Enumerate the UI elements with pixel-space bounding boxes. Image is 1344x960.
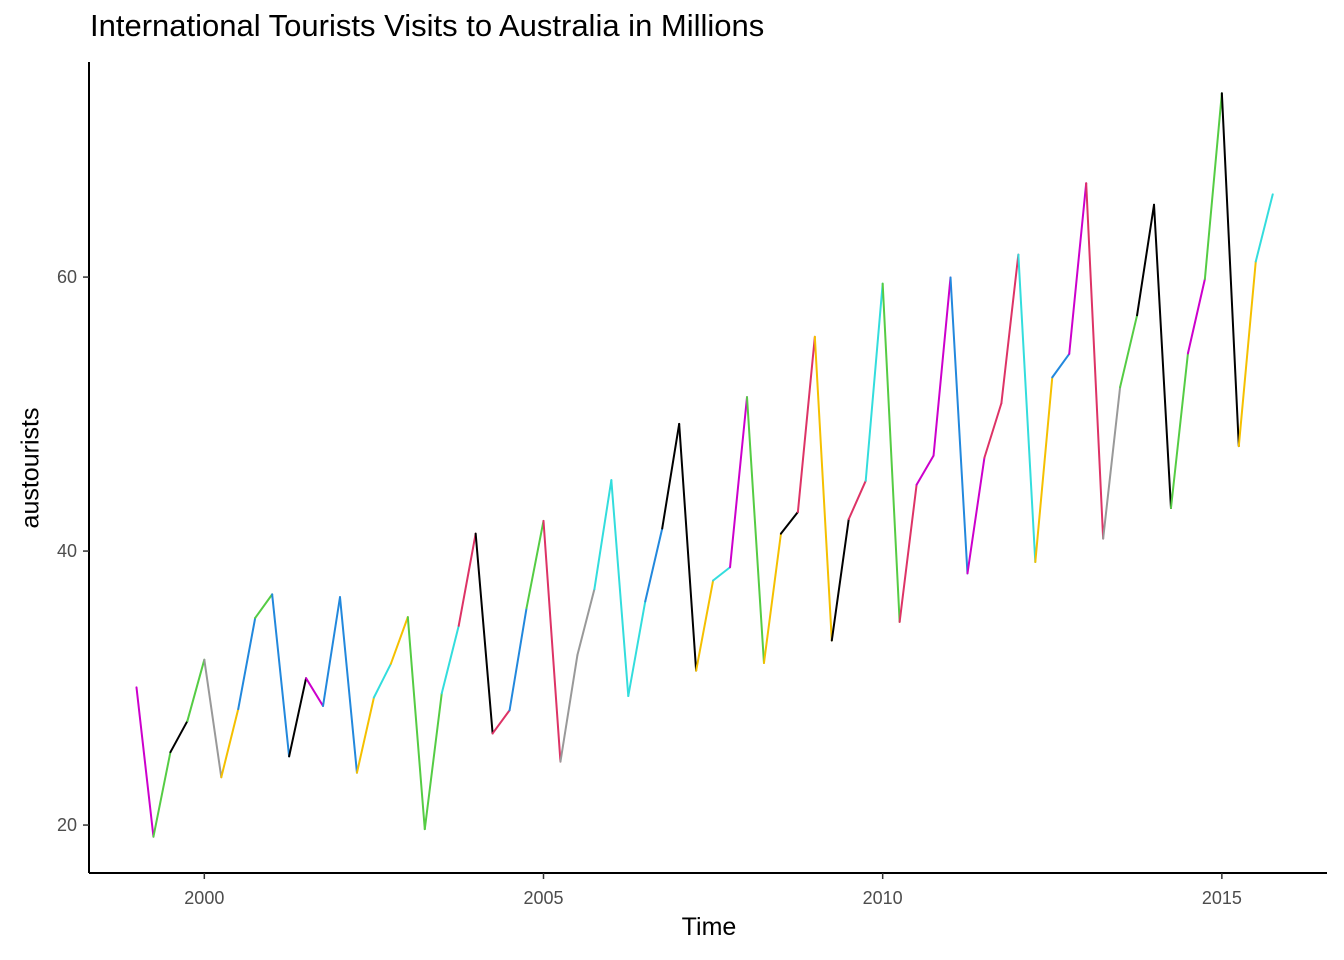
series-line-group <box>135 92 1274 838</box>
series-line-segment <box>830 518 850 642</box>
series-line-segment <box>762 532 782 664</box>
series-line-segment <box>627 600 647 698</box>
series-line-segment <box>152 751 172 838</box>
series-line-segment <box>1068 182 1088 355</box>
series-line-segment <box>1169 352 1189 510</box>
series-line-segment <box>712 566 732 582</box>
series-line-segment <box>271 593 291 758</box>
series-line-segment <box>559 654 579 763</box>
series-line-segment <box>983 402 1003 459</box>
series-line-segment <box>169 720 189 754</box>
series-line-segment <box>678 422 698 672</box>
x-axis-label: Time <box>681 913 737 941</box>
series-line-segment <box>1051 352 1071 379</box>
series-line-segment <box>542 519 562 763</box>
series-line-segment <box>796 335 816 514</box>
series-line-segment <box>966 456 986 575</box>
series-line-segment <box>1085 182 1105 540</box>
series-line-segment <box>237 616 257 711</box>
series-line-segment <box>1203 92 1223 280</box>
series-line-segment <box>610 479 630 698</box>
series-line-segment <box>898 483 918 623</box>
series-line-segment <box>406 616 426 831</box>
series-line-segment <box>593 479 613 591</box>
series-line-segment <box>1000 253 1020 405</box>
series-line-segment <box>440 624 460 695</box>
series-line-segment <box>881 282 901 623</box>
series-line-segment <box>949 276 969 575</box>
series-line-segment <box>576 588 596 657</box>
series-line-segment <box>254 593 274 619</box>
y-tick-label: 40 <box>57 541 77 561</box>
series-line-segment <box>186 658 206 723</box>
series-line-segment <box>1034 376 1054 564</box>
series-line-segment <box>644 527 664 603</box>
series-line-segment <box>932 276 952 457</box>
series-line-segment <box>372 662 392 699</box>
series-line-segment <box>1102 386 1122 540</box>
series-line-segment <box>355 696 375 774</box>
series-line-segment <box>423 692 443 831</box>
x-tick-label: 2010 <box>863 888 903 908</box>
series-line-segment <box>695 579 715 672</box>
chart-title: International Tourists Visits to Austral… <box>90 8 765 43</box>
series-line-segment <box>508 607 528 712</box>
series-line-segment <box>1186 277 1206 355</box>
series-line-segment <box>864 282 884 482</box>
series-line-segment <box>338 596 358 774</box>
series-line-segment <box>746 396 765 664</box>
series-line-segment <box>288 677 308 758</box>
series-line-segment <box>661 422 681 530</box>
series-line-segment <box>1119 314 1139 389</box>
series-line-segment <box>847 479 867 521</box>
y-tick-label: 20 <box>57 815 77 835</box>
y-tick-label: 60 <box>57 267 77 287</box>
series-line-segment <box>305 677 325 708</box>
series-line-segment <box>203 658 223 779</box>
series-line-segment <box>491 709 511 735</box>
series-line-segment <box>729 396 749 569</box>
series-line-segment <box>1237 260 1257 448</box>
series-line-segment <box>813 335 833 642</box>
series-line-segment <box>915 454 935 486</box>
series-line-segment <box>1254 193 1274 263</box>
series-line-segment <box>457 532 477 627</box>
x-tick-label: 2015 <box>1202 888 1242 908</box>
series-line-segment <box>1136 203 1156 317</box>
x-tick-label: 2005 <box>523 888 563 908</box>
series-line-segment <box>389 616 409 665</box>
series-line-segment <box>1153 203 1172 510</box>
series-line-segment <box>1220 92 1240 448</box>
series-line-segment <box>322 596 341 708</box>
series-line-segment <box>220 708 240 779</box>
series-line-segment <box>779 511 799 535</box>
series-line-segment <box>135 686 155 838</box>
x-tick-label: 2000 <box>184 888 224 908</box>
axis-ticks: 20 40 60 2000 2005 2010 2015 <box>57 267 1242 908</box>
series-line-segment <box>1017 253 1037 564</box>
series-line-segment <box>474 532 494 735</box>
series-line-segment <box>525 519 545 610</box>
